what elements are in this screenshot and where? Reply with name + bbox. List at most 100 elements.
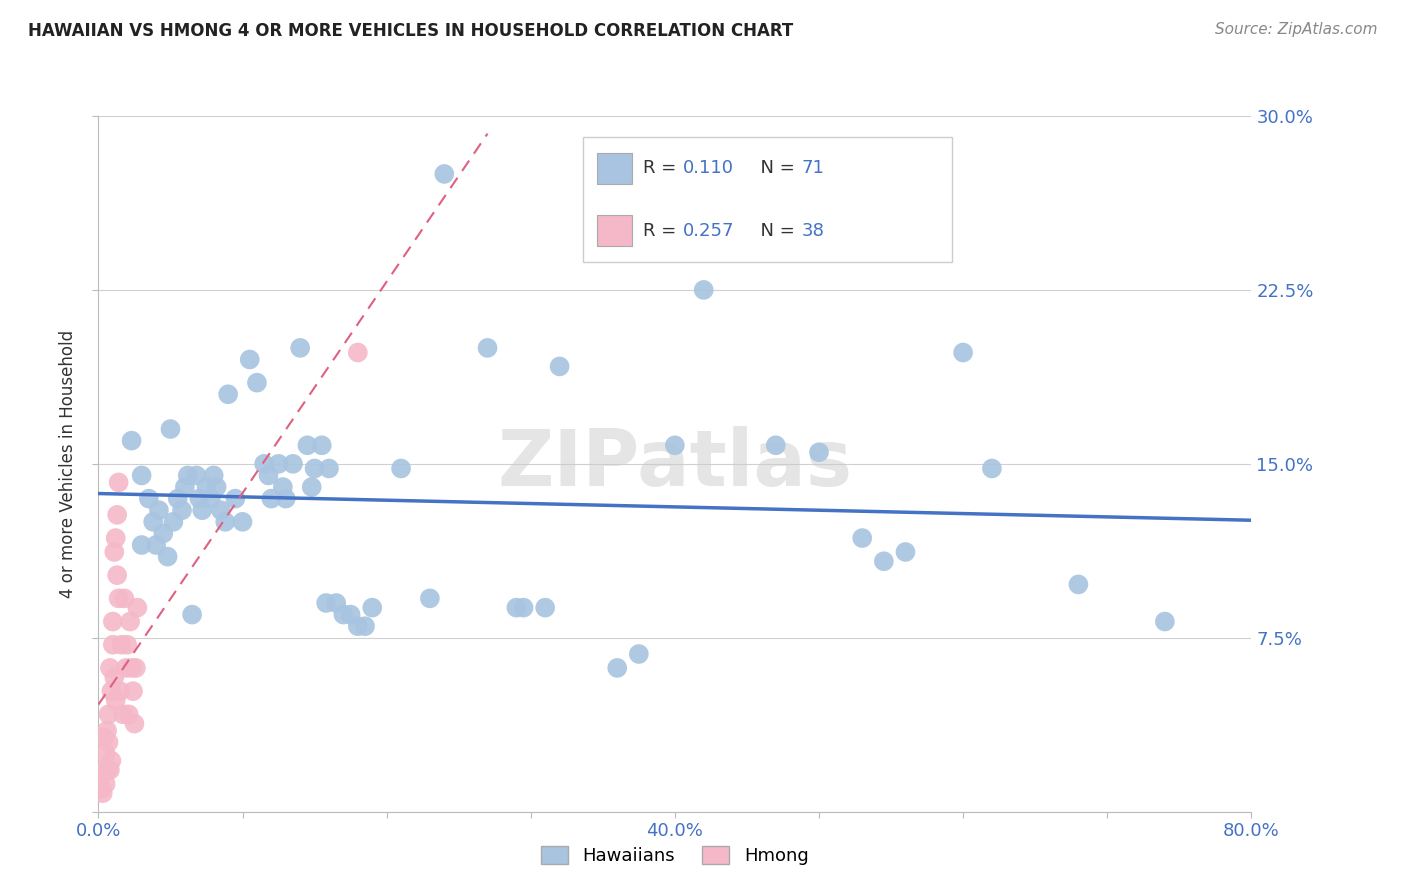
Point [166, 491, 188, 506]
Point [121, 661, 143, 675]
Text: N =: N = [748, 159, 800, 178]
Point [807, 445, 830, 459]
Point [224, 491, 246, 506]
Text: HAWAIIAN VS HMONG 4 OR MORE VEHICLES IN HOUSEHOLD CORRELATION CHART: HAWAIIAN VS HMONG 4 OR MORE VEHICLES IN … [28, 22, 793, 40]
Text: 38: 38 [801, 222, 825, 240]
Point [339, 607, 361, 622]
Text: 0.257: 0.257 [682, 222, 734, 240]
Point [239, 352, 262, 367]
Point [231, 515, 254, 529]
Point [101, 615, 124, 629]
Point [346, 345, 368, 359]
Point [188, 491, 211, 506]
Text: R =: R = [643, 159, 682, 178]
Point [851, 531, 873, 545]
Point [981, 461, 1004, 475]
Point [606, 661, 628, 675]
Point [267, 457, 290, 471]
Point [156, 549, 179, 564]
Point [93, 763, 115, 777]
Point [505, 600, 527, 615]
Point [107, 591, 129, 606]
Point [97, 735, 120, 749]
Point [121, 434, 143, 448]
Point [159, 422, 181, 436]
Point [389, 461, 412, 475]
Point [361, 600, 384, 615]
Point [98, 763, 121, 777]
Point [304, 461, 326, 475]
Point [177, 468, 200, 483]
Point [104, 693, 127, 707]
Point [110, 638, 132, 652]
Point [98, 661, 121, 675]
Point [162, 515, 184, 529]
Point [104, 531, 127, 545]
Point [301, 480, 323, 494]
Point [290, 341, 312, 355]
Point [122, 684, 145, 698]
Point [148, 503, 170, 517]
Point [477, 341, 499, 355]
Point [253, 457, 276, 471]
Point [205, 480, 228, 494]
Text: N =: N = [748, 222, 800, 240]
Point [246, 376, 269, 390]
Point [111, 707, 134, 722]
Point [433, 167, 456, 181]
Point [257, 468, 280, 483]
Point [93, 731, 115, 745]
Point [91, 786, 114, 800]
Point [1153, 615, 1175, 629]
Point [181, 607, 204, 622]
Point [354, 619, 377, 633]
Point [105, 508, 128, 522]
Point [346, 619, 368, 633]
Point [94, 777, 117, 791]
Point [765, 438, 787, 452]
Point [202, 468, 225, 483]
Point [332, 607, 354, 622]
Point [315, 596, 337, 610]
Point [419, 591, 441, 606]
Point [214, 515, 236, 529]
Point [191, 503, 214, 517]
Point [281, 457, 304, 471]
Point [297, 438, 319, 452]
Point [693, 283, 716, 297]
Point [107, 475, 129, 490]
Point [117, 638, 139, 652]
Legend: Hawaiians, Hmong: Hawaiians, Hmong [534, 838, 815, 872]
Point [952, 345, 974, 359]
Y-axis label: 4 or more Vehicles in Household: 4 or more Vehicles in Household [59, 330, 77, 598]
Point [873, 554, 896, 568]
Point [100, 684, 122, 698]
Point [105, 568, 128, 582]
Point [112, 591, 135, 606]
Point [186, 468, 208, 483]
Point [274, 491, 297, 506]
Point [217, 387, 239, 401]
Point [90, 781, 112, 796]
Point [101, 638, 124, 652]
Point [131, 468, 153, 483]
Text: ZIPatlas: ZIPatlas [498, 425, 852, 502]
Point [138, 491, 160, 506]
Point [103, 670, 125, 684]
Point [548, 359, 571, 374]
Text: R =: R = [643, 222, 682, 240]
Point [174, 480, 197, 494]
Point [512, 600, 534, 615]
Point [94, 747, 117, 761]
Point [170, 503, 193, 517]
Point [664, 438, 686, 452]
Point [103, 545, 125, 559]
Point [627, 647, 650, 661]
Point [894, 545, 917, 559]
Point [271, 480, 294, 494]
Text: 0.110: 0.110 [682, 159, 734, 178]
Point [311, 438, 333, 452]
Text: Source: ZipAtlas.com: Source: ZipAtlas.com [1215, 22, 1378, 37]
Point [124, 716, 146, 731]
Point [152, 526, 174, 541]
